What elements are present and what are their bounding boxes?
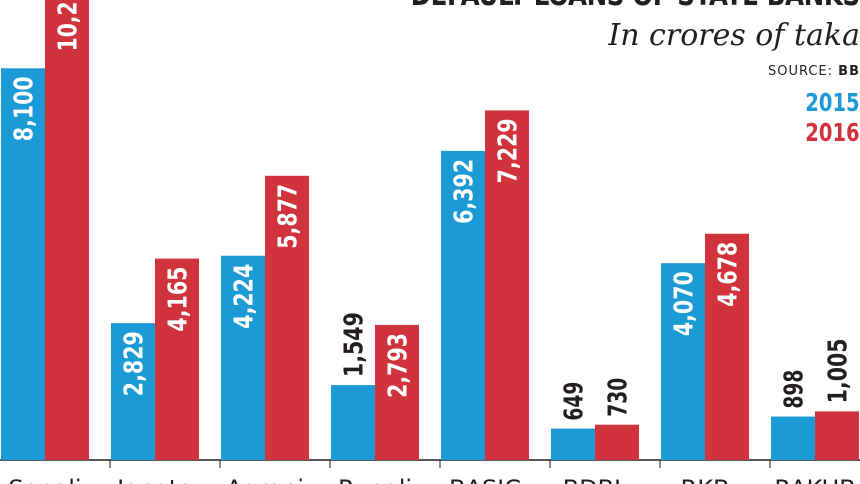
tick-label-basic: BASIC — [449, 475, 521, 484]
bar-2016-bdbl — [595, 424, 639, 460]
bar-2016-rupali — [375, 324, 419, 460]
data-label-2015-rkb: 4,070 — [669, 271, 699, 336]
legend: 2015 2016 — [806, 88, 860, 148]
data-label-2016-rkb: 4,678 — [713, 242, 743, 307]
source-line: SOURCE: BB — [768, 64, 860, 79]
data-label-2016-agrani: 5,877 — [273, 184, 303, 249]
tick-label-rkb: RKB — [681, 475, 730, 484]
bar-2016-agrani — [265, 175, 309, 461]
bar-2015-agrani — [221, 255, 265, 460]
tick-label-sonali: Sonali — [8, 475, 81, 484]
bar-2015-bdbl — [551, 428, 595, 460]
tick-label-bdbl: BDBL — [563, 475, 628, 484]
bar-2016-sonali — [45, 0, 89, 460]
tick-label-agrani: Agrani — [226, 475, 304, 484]
chart-subtitle: In crores of taka — [608, 18, 860, 53]
tick-label-rupali: Rupali — [338, 475, 412, 484]
data-label-2015-rakub: 898 — [779, 370, 809, 409]
data-label-2015-bdbl: 649 — [559, 382, 589, 421]
bar-2015-janata — [111, 323, 155, 460]
data-label-2016-basic: 7,229 — [493, 118, 523, 183]
tick-label-rakub: RAKUB — [774, 475, 855, 484]
bar-2015-rupali — [331, 385, 375, 460]
data-label-2016-rakub: 1,005 — [823, 338, 853, 403]
data-labels-group: 8,100 10,229 2,829 4,165 4,224 5,877 1,549 2,79… — [9, 0, 853, 421]
data-label-2015-agrani: 4,224 — [229, 264, 259, 329]
bar-2015-rakub — [771, 416, 815, 460]
data-label-2016-janata: 4,165 — [163, 267, 193, 332]
tick-labels-group: Sonali Janata Agrani Rupali BASIC BDBL RKB RAKU… — [8, 475, 855, 484]
tick-label-janata: Janata — [115, 475, 193, 484]
data-label-2016-sonali: 10,229 — [53, 0, 83, 51]
data-label-2016-rupali: 2,793 — [383, 333, 413, 398]
bar-2016-janata — [155, 258, 199, 460]
bar-2015-basic — [441, 150, 485, 460]
bar-2016-rkb — [705, 233, 749, 460]
data-label-2015-sonali: 8,100 — [9, 76, 39, 141]
data-label-2016-bdbl: 730 — [603, 378, 633, 417]
bar-2016-rakub — [815, 411, 859, 460]
data-label-2015-janata: 2,829 — [119, 331, 149, 396]
source-name: BB — [838, 64, 860, 79]
legend-entry-2016: 2016 — [805, 118, 860, 147]
data-label-2015-rupali: 1,549 — [339, 312, 369, 377]
data-label-2015-basic: 6,392 — [449, 159, 479, 224]
bar-2015-sonali — [1, 68, 45, 460]
source-label: SOURCE: — [767, 64, 839, 79]
bar-2016-basic — [485, 110, 529, 460]
bar-2015-rkb — [661, 263, 705, 460]
legend-entry-2015: 2015 — [805, 88, 860, 117]
bars-group — [0, 0, 860, 468]
chart-title: DEFAULT LOANS OF STATE BANKS — [411, 0, 860, 13]
